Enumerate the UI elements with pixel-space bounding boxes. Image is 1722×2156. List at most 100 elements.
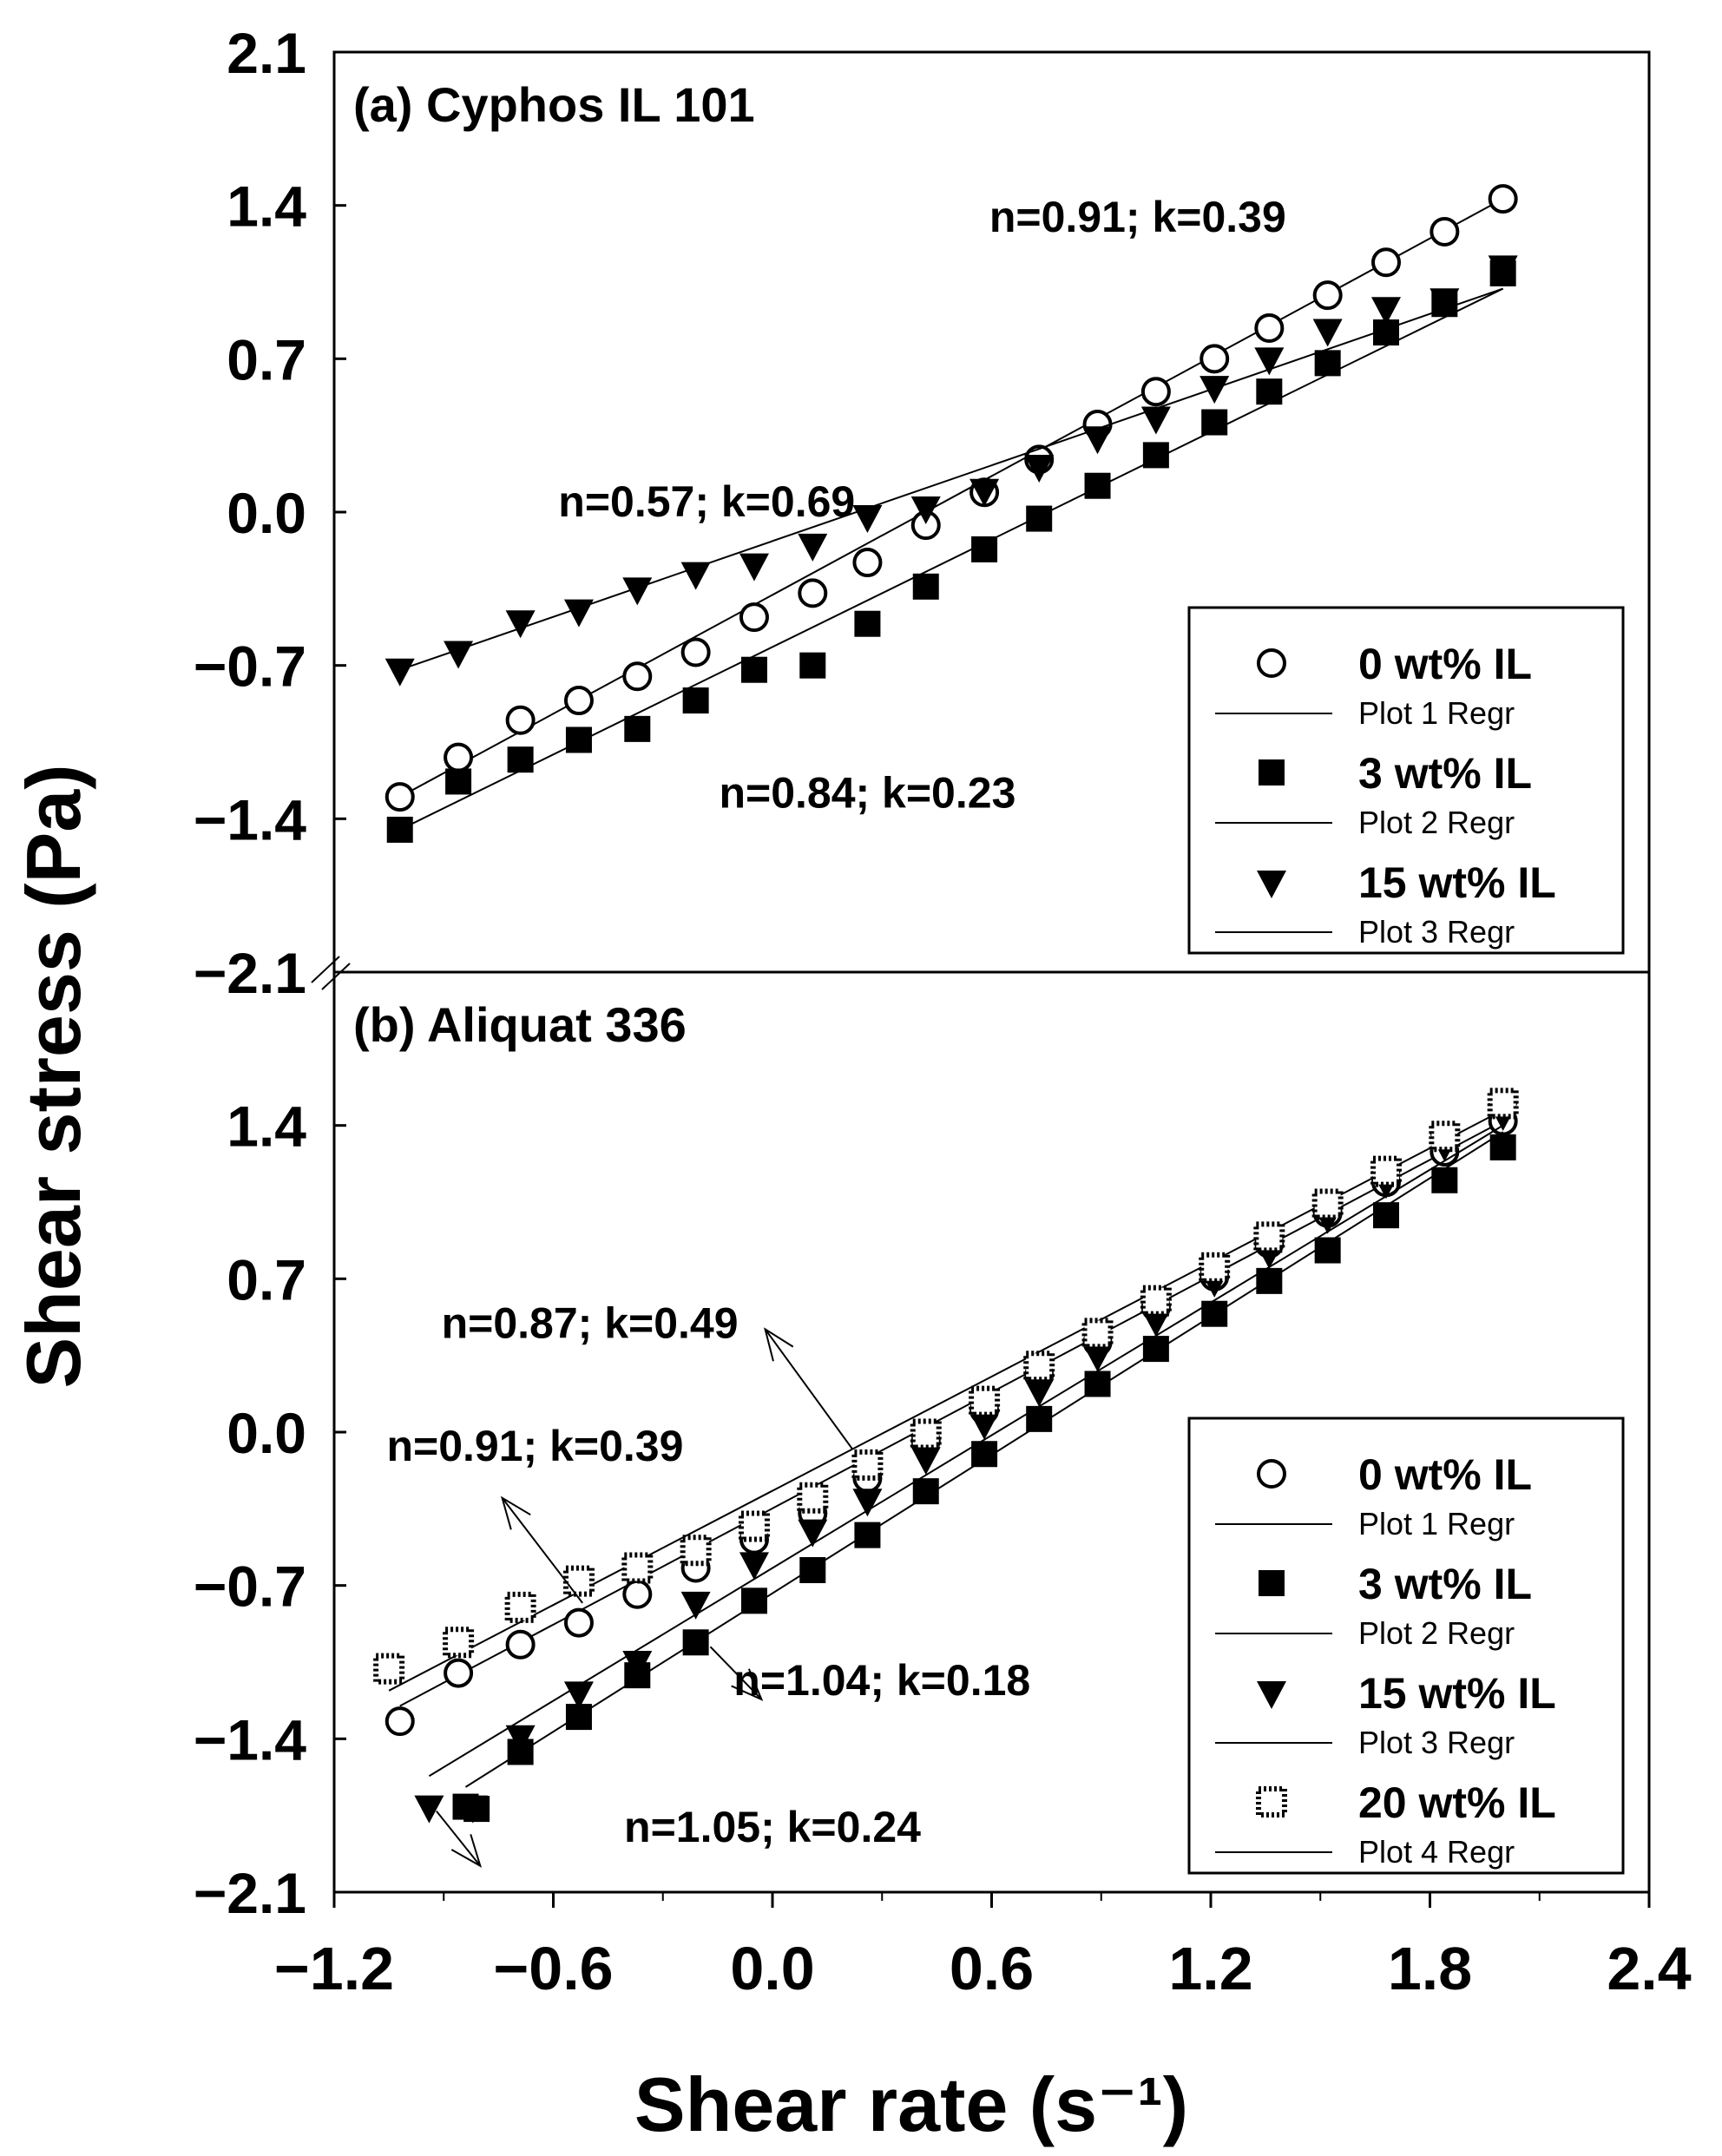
panel-b-data-point: [504, 1591, 536, 1623]
panel-a-data-point: [798, 533, 828, 562]
panel-b-legend-label: 0 wt% IL: [1358, 1450, 1532, 1499]
panel-b-data-point: [1314, 1237, 1341, 1264]
panel-a-y-tick-label: 0.7: [227, 327, 306, 391]
panel-a-y-tick-label: 2.1: [227, 21, 306, 85]
panel-b-legend-label: 20 wt% IL: [1358, 1778, 1556, 1827]
panel-b-legend-regr-label: Plot 2 Regr: [1358, 1615, 1515, 1651]
panel-b-y-tick-label: −0.7: [194, 1555, 306, 1619]
panel-a-data-point: [1312, 319, 1343, 347]
panel-a-y-tick-label: 0.0: [227, 481, 306, 545]
panel-a-data-point: [1256, 378, 1283, 405]
panel-b-data-point: [563, 1681, 594, 1710]
panel-b-legend: 0 wt% IL Plot 1 Regr 3 wt% IL Plot 2 Regr 15…: [1187, 1417, 1625, 1875]
panel-b-annotation: n=1.04; k=0.18: [733, 1656, 1030, 1705]
panel-b-data-point: [1140, 1285, 1172, 1317]
x-axis-title: Shear rate (s⁻¹): [634, 2061, 1188, 2147]
panel-b-data-point: [1024, 1379, 1055, 1408]
panel-b-data-point: [969, 1385, 1001, 1417]
panel-a-data-point: [1024, 455, 1055, 483]
axis-break-mark: [311, 956, 351, 990]
panel-b-legend-marker: [1256, 1786, 1287, 1817]
panel-b-data-point: [622, 1651, 653, 1679]
panel-b-data-point: [563, 1607, 594, 1638]
panel-a-data-point: [1084, 472, 1111, 499]
panel-a-legend-marker: [1257, 648, 1286, 678]
panel-b-regression-line: [428, 1124, 1504, 1778]
panel-a-legend-label: 15 wt% IL: [1358, 858, 1556, 907]
panel-a-data-point: [1488, 255, 1518, 284]
panel-b-data-point: [621, 1552, 654, 1584]
panel-b-y-tick-label: 1.4: [227, 1094, 306, 1159]
panel-b-data-point: [414, 1795, 444, 1824]
panel-a-data-point: [1488, 184, 1518, 214]
panel-b-title: (b) Aliquat 336: [353, 997, 687, 1052]
panel-b-y-tick-label: 0.7: [227, 1247, 306, 1311]
panel-b-data-point: [1201, 1300, 1228, 1327]
panel-a-legend-marker: [1259, 759, 1285, 785]
panel-a-series-2: [386, 260, 1516, 843]
panel-b-data-point: [444, 1658, 474, 1688]
panel-b-data-point: [1311, 1188, 1344, 1220]
panel-b-data-point: [799, 1557, 826, 1583]
panel-a-data-point: [1430, 288, 1460, 317]
panel-b-data-point: [562, 1565, 595, 1597]
panel-a-data-point: [563, 599, 594, 628]
panel-b-data-point: [1253, 1221, 1285, 1253]
panel-b-legend-label: 3 wt% IL: [1358, 1560, 1532, 1608]
panel-a-data-point: [1026, 505, 1053, 532]
panel-a-data-point: [1199, 344, 1230, 374]
panel-a-data-point: [680, 637, 711, 667]
panel-b-data-point: [682, 1629, 709, 1656]
panel-a-data-point: [445, 768, 472, 795]
panel-b-annotation: n=0.87; k=0.49: [442, 1298, 739, 1347]
panel-b-data-point: [1199, 1252, 1231, 1284]
panel-a-data-point: [798, 578, 828, 608]
panel-b-legend-regr-label: Plot 4 Regr: [1358, 1834, 1515, 1870]
panel-b-data-point: [740, 1587, 767, 1614]
panel-b-legend-marker: [1259, 1570, 1285, 1596]
panel-a-data-point: [622, 577, 653, 606]
panel-a-data-point: [971, 536, 998, 562]
panel-a-data-point: [622, 661, 653, 692]
panel-a-data-point: [384, 658, 415, 687]
panel-b-legend-regr-label: Plot 1 Regr: [1358, 1506, 1515, 1541]
panel-a-data-point: [852, 505, 883, 534]
panel-b-data-point: [1429, 1121, 1461, 1153]
panel-a-annotation: n=0.91; k=0.39: [989, 193, 1286, 241]
panel-b-data-point: [797, 1482, 829, 1514]
panel-a-data-point: [969, 478, 1000, 507]
panel-a-legend-marker: [1257, 871, 1286, 898]
panel-a-data-point: [624, 715, 651, 742]
panel-a-data-point: [384, 782, 415, 812]
panel-b-data-point: [1370, 1155, 1402, 1187]
panel-b: 1.4 0.7 0.0 −0.7 −1.4 −2.1 (b) Aliquat 336 n=0.…: [194, 970, 1651, 1925]
panel-b-data-point: [443, 1627, 475, 1659]
panel-b-data-point: [1081, 1318, 1114, 1350]
panel-a-data-point: [507, 746, 534, 773]
panel-a-y-tick-label: 1.4: [227, 174, 306, 239]
panel-b-arrow: [500, 1495, 583, 1604]
panel-b-data-point: [910, 1447, 941, 1476]
panel-a-annotation: n=0.84; k=0.23: [719, 769, 1015, 818]
panel-a-data-point: [1142, 442, 1169, 469]
panel-a-data-point: [682, 687, 709, 714]
panel-b-legend-label: 15 wt% IL: [1358, 1669, 1556, 1718]
panel-b-arrow: [436, 1810, 483, 1868]
panel-a-data-point: [799, 652, 826, 679]
panel-a-series-3: [384, 255, 1518, 687]
panel-b-data-point: [622, 1579, 653, 1609]
panel-b-data-point: [505, 1725, 536, 1753]
panel-b-data-point: [1026, 1405, 1053, 1432]
panel-a-data-point: [1312, 280, 1343, 311]
x-axis: −1.2 −0.6 0.0 0.6 1.2 1.8 2.4: [274, 1892, 1692, 2002]
panel-a-legend: 0 wt% IL Plot 1 Regr 3 wt% IL Plot 2 Regr 15…: [1187, 606, 1625, 955]
panel-b-data-point: [1082, 1344, 1113, 1372]
panel-b-data-point: [739, 1552, 769, 1581]
panel-a-data-point: [563, 686, 594, 716]
panel-b-series-2: [452, 1131, 1516, 1823]
panel-a-legend-label: 3 wt% IL: [1358, 749, 1532, 798]
x-tick-label: 0.6: [950, 1935, 1034, 2002]
panel-b-data-point: [851, 1449, 884, 1481]
panel-a-data-point: [1314, 350, 1341, 377]
